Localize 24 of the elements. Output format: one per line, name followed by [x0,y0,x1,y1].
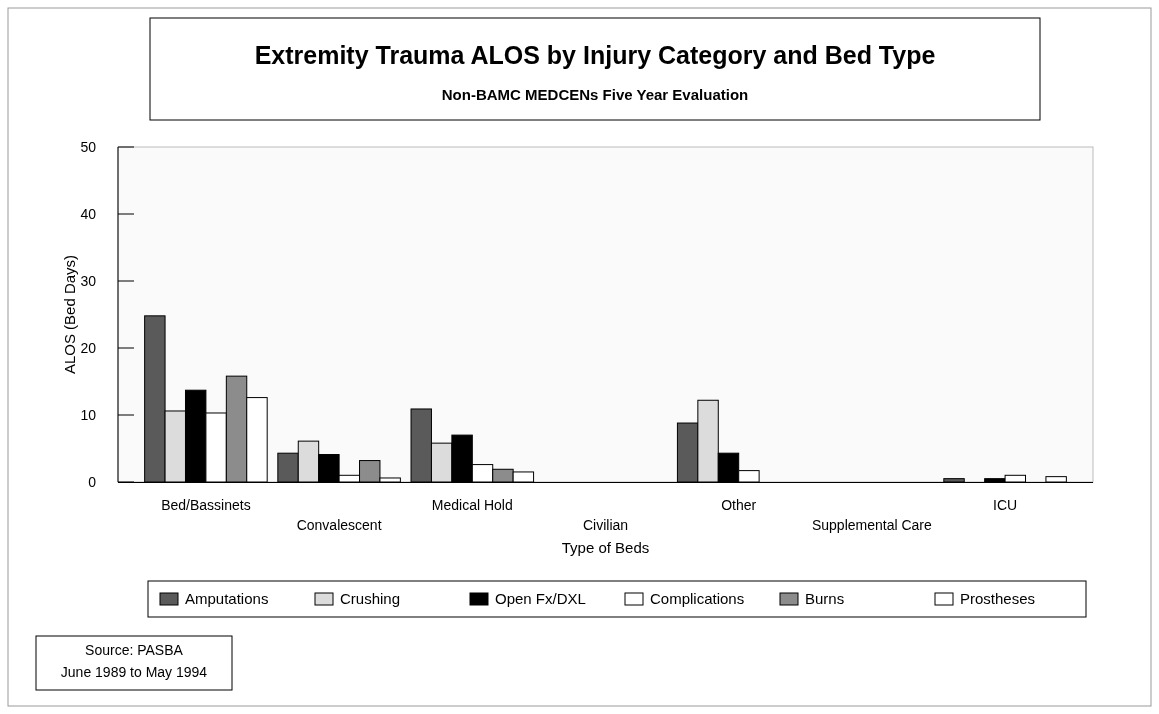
x-tick-label: Bed/Bassinets [161,497,251,513]
legend-label: Open Fx/DXL [495,590,586,608]
x-tick-label: Medical Hold [431,497,513,513]
x-tick-label: Supplemental Care [811,517,933,533]
legend-label: Burns [805,590,845,608]
legend-label: Crushing [340,590,401,608]
y-tick-label: 50 [80,138,97,155]
chart-title: Extremity Trauma ALOS by Injury Category and Bed Type [254,41,936,69]
y-tick-label: 0 [88,473,97,490]
y-tick-label: 30 [80,272,97,289]
y-tick-label: 10 [80,406,97,423]
y-axis-title: ALOS (Bed Days) [61,254,78,375]
legend-label: Complications [650,590,745,608]
x-axis-title: Type of Beds [561,539,650,556]
legend-label: Prostheses [960,590,1036,608]
source-note: Source: PASBA June 1989 to May 1994 [60,642,208,680]
x-tick-label: Other [721,497,757,513]
legend-label: Amputations [185,590,269,608]
chart-subtitle: Non-BAMC MEDCENs Five Year Evaluation [441,86,749,103]
x-tick-label: ICU [993,497,1018,513]
y-tick-label: 40 [80,205,97,222]
x-tick-label: Convalescent [296,517,382,533]
y-tick-label: 20 [80,339,97,356]
x-tick-label: Civilian [582,517,629,533]
